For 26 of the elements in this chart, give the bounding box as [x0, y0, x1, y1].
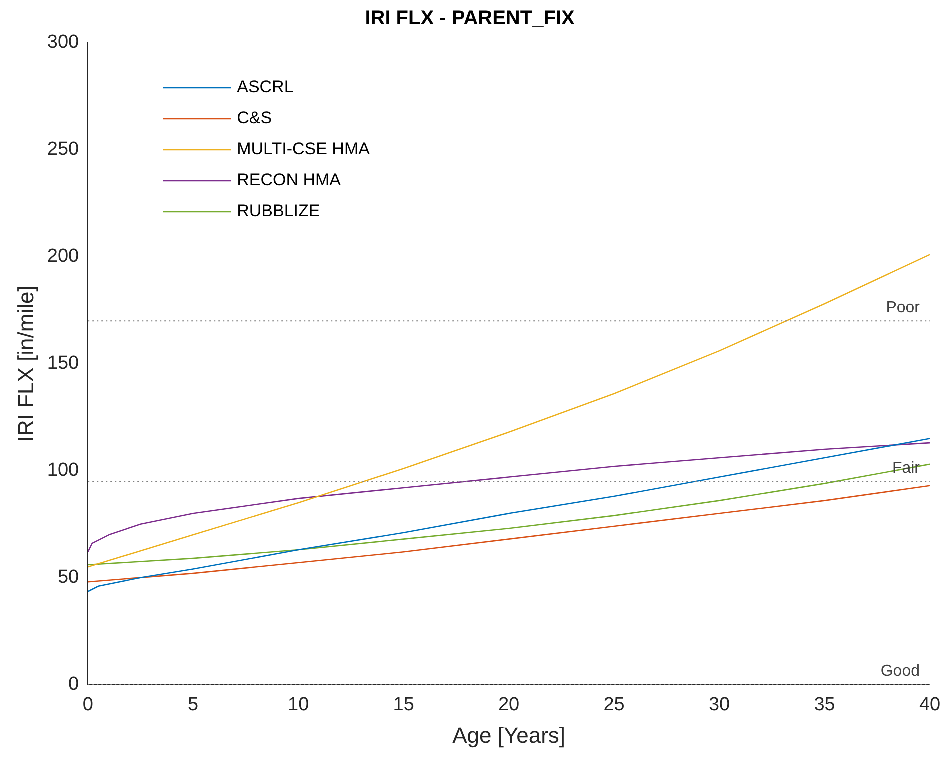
- legend-label: MULTI-CSE HMA: [237, 140, 371, 159]
- x-tick-label: 25: [604, 694, 625, 716]
- x-tick-label: 15: [393, 694, 414, 716]
- ref-line-label: Poor: [886, 300, 921, 317]
- x-tick-label: 5: [188, 694, 199, 716]
- legend-label: C&S: [237, 108, 272, 128]
- x-tick-label: 10: [288, 694, 310, 716]
- legend-label: RECON HMA: [237, 170, 342, 190]
- ref-line-label: Good: [880, 663, 920, 680]
- x-tick-label: 30: [708, 694, 730, 716]
- legend-label: ASCRL: [237, 78, 294, 97]
- y-tick-label: 150: [47, 353, 80, 374]
- y-tick-label: 50: [58, 567, 80, 588]
- x-tick-label: 40: [919, 694, 941, 716]
- x-tick-label: 0: [82, 694, 94, 716]
- y-tick-label: 250: [47, 139, 80, 160]
- x-tick-label: 20: [498, 694, 520, 716]
- x-axis-title: Age [Years]: [452, 722, 566, 748]
- y-tick-label: 0: [68, 674, 80, 696]
- y-tick-label: 200: [47, 246, 80, 268]
- chart-title: IRI FLX - PARENT_FIX: [365, 8, 576, 30]
- y-tick-label: 300: [47, 32, 80, 54]
- x-tick-label: 35: [814, 694, 836, 716]
- y-axis-title: IRI FLX [in/mile]: [13, 286, 38, 442]
- y-tick-label: 100: [47, 460, 80, 482]
- legend-label: RUBBLIZE: [237, 202, 320, 221]
